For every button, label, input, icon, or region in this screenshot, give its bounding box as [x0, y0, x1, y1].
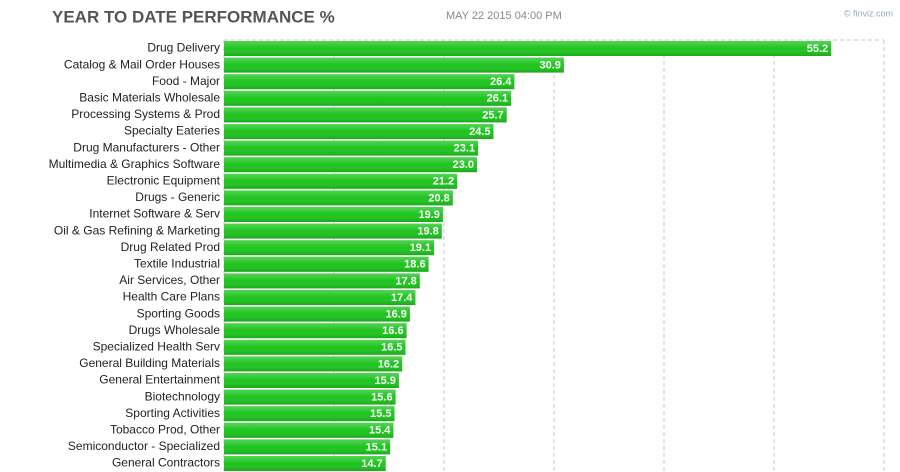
- category-label: Processing Systems & Prod: [71, 107, 220, 121]
- bar-shade: [224, 207, 443, 222]
- category-label: General Contractors: [112, 456, 220, 470]
- bar-shade: [224, 373, 399, 388]
- bar-shade: [224, 173, 458, 189]
- category-label: Drugs - Generic: [135, 190, 220, 204]
- category-label: Oil & Gas Refining & Marketing: [54, 223, 220, 237]
- bar-shade: [224, 456, 386, 471]
- bar-shade: [224, 439, 391, 455]
- bar-shade: [224, 41, 832, 56]
- value-label: 18.6: [404, 259, 425, 271]
- bar-shade: [224, 223, 442, 239]
- category-label: Textile Industrial: [134, 256, 220, 270]
- value-label: 19.1: [410, 242, 431, 254]
- value-label: 55.2: [807, 43, 828, 55]
- bar-shade: [224, 157, 477, 173]
- value-label: 14.7: [361, 458, 382, 470]
- bar-shade: [224, 273, 420, 289]
- value-label: 24.5: [469, 126, 490, 138]
- category-label: Food - Major: [152, 74, 220, 88]
- category-label: Sporting Goods: [137, 306, 220, 320]
- bar-shade: [224, 256, 429, 272]
- bar-shade: [224, 124, 494, 139]
- value-label: 25.7: [482, 109, 503, 121]
- bar-shade: [224, 323, 407, 339]
- category-label: Drug Delivery: [147, 41, 220, 55]
- bar-shade: [224, 356, 403, 372]
- value-label: 17.8: [395, 275, 416, 287]
- value-label: 15.4: [369, 425, 391, 437]
- category-label: Drug Manufacturers - Other: [73, 140, 220, 154]
- bar-shade: [224, 389, 396, 405]
- bar-shade: [224, 107, 507, 123]
- bar-shade: [224, 290, 416, 305]
- value-label: 19.9: [418, 209, 439, 221]
- bar-shade: [224, 339, 406, 355]
- chart-subtitle: MAY 22 2015 04:00 PM: [446, 10, 562, 22]
- category-label: General Building Materials: [79, 356, 220, 370]
- value-label: 15.5: [370, 408, 391, 420]
- bar-shade: [224, 306, 410, 322]
- value-label: 16.2: [378, 358, 399, 370]
- value-label: 15.6: [371, 392, 392, 404]
- category-label: Drugs Wholesale: [129, 323, 221, 337]
- category-label: Biotechnology: [145, 389, 220, 403]
- category-label: Catalog & Mail Order Houses: [64, 57, 220, 71]
- bar-shade: [224, 90, 512, 106]
- category-label: Sporting Activities: [125, 406, 220, 420]
- category-label: Internet Software & Serv: [89, 207, 220, 221]
- value-label: 20.8: [428, 192, 449, 204]
- value-label: 17.4: [391, 292, 413, 304]
- category-label: Specialty Eateries: [124, 124, 220, 138]
- category-label: General Entertainment: [99, 373, 220, 387]
- value-label: 23.0: [453, 159, 474, 171]
- category-label: Tobacco Prod, Other: [110, 422, 220, 436]
- source: © finviz.com: [844, 8, 893, 18]
- bar-shade: [224, 57, 564, 73]
- value-label: 16.5: [381, 342, 402, 354]
- value-label: 16.9: [385, 309, 406, 321]
- value-label: 16.6: [382, 325, 403, 337]
- category-label: Drug Related Prod: [121, 240, 220, 254]
- value-label: 23.1: [454, 143, 475, 155]
- category-label: Basic Materials Wholesale: [79, 90, 220, 104]
- value-label: 26.4: [490, 76, 512, 88]
- category-label: Health Care Plans: [123, 290, 220, 304]
- bar-shade: [224, 74, 515, 90]
- value-label: 15.1: [366, 441, 387, 453]
- category-label: Semiconductor - Specialized: [68, 439, 220, 453]
- bar-shade: [224, 190, 453, 206]
- value-label: 21.2: [433, 176, 454, 188]
- value-label: 19.8: [417, 226, 438, 238]
- chart-title: YEAR TO DATE PERFORMANCE %: [52, 7, 335, 26]
- bar-shade: [224, 240, 435, 256]
- bar-shade: [224, 406, 395, 422]
- bar-shade: [224, 140, 479, 156]
- category-label: Air Services, Other: [119, 273, 220, 287]
- bar-shade: [224, 422, 394, 438]
- value-label: 15.9: [374, 375, 395, 387]
- category-label: Multimedia & Graphics Software: [49, 157, 221, 171]
- category-label: Electronic Equipment: [107, 173, 221, 187]
- value-label: 30.9: [539, 60, 560, 72]
- category-label: Specialized Health Serv: [93, 339, 220, 353]
- value-label: 26.1: [487, 93, 508, 105]
